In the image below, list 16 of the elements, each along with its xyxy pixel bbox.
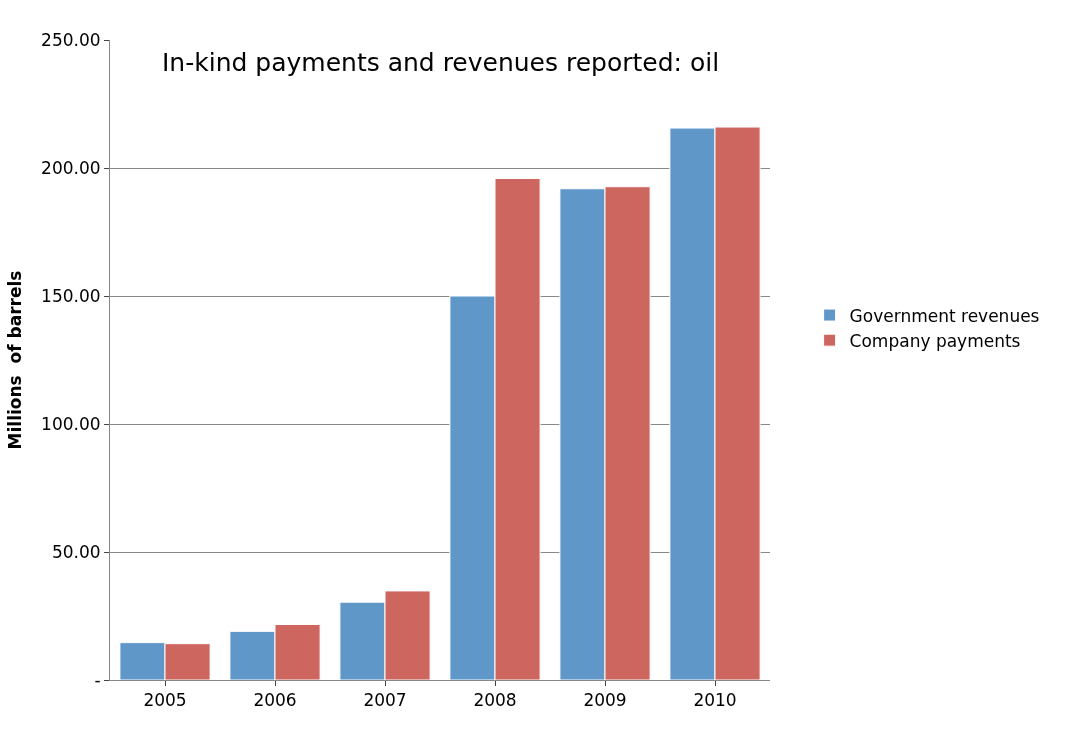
y-tick-label: - — [94, 669, 101, 690]
y-tick-label: 50.00 — [51, 541, 101, 562]
x-tick-label: 2008 — [473, 690, 517, 711]
y-axis-title: Millions of barrels — [4, 270, 25, 450]
x-tick-label: 2006 — [253, 690, 297, 711]
y-tick-label: 150.00 — [41, 285, 101, 306]
y-tick-label: 200.00 — [41, 157, 101, 178]
legend-label: Company payments — [849, 330, 1021, 351]
x-tick-label: 2009 — [583, 690, 627, 711]
y-tick-label: 100.00 — [41, 413, 101, 434]
legend-label: Government revenues — [849, 305, 1040, 326]
x-tick-label: 2010 — [693, 690, 737, 711]
y-tick-label: 250.00 — [41, 29, 101, 50]
x-tick-label: 2005 — [143, 690, 187, 711]
x-tick-label: 2007 — [363, 690, 407, 711]
chart-title: In-kind payments and revenues reported: oil — [162, 48, 720, 77]
